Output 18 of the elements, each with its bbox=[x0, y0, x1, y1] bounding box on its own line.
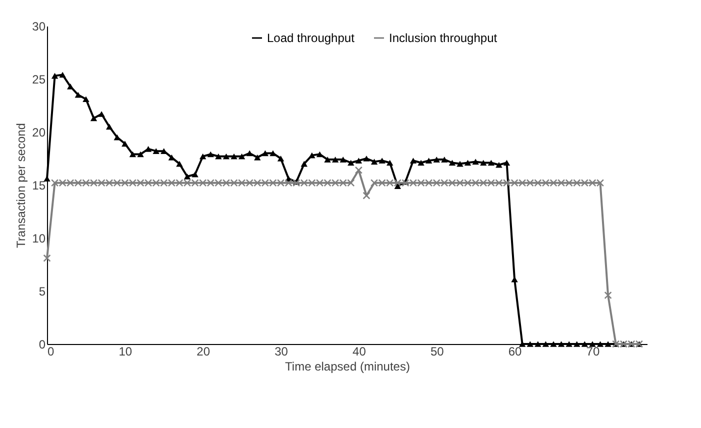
legend-label: Load throughput bbox=[267, 31, 356, 45]
x-tick-label: 40 bbox=[352, 344, 366, 358]
y-tick-label: 15 bbox=[32, 178, 46, 192]
x-axis-title: Time elapsed (minutes) bbox=[285, 360, 410, 374]
y-tick-label: 5 bbox=[38, 284, 46, 298]
y-tick-label: 30 bbox=[32, 20, 46, 34]
y-tick-label: 10 bbox=[32, 232, 46, 246]
x-tick-label: 20 bbox=[196, 344, 210, 358]
x-tick-label: 60 bbox=[508, 344, 522, 358]
y-axis-title: Transaction per second bbox=[14, 123, 28, 248]
legend-label: Inclusion throughput bbox=[389, 31, 498, 45]
x-tick-label: 30 bbox=[274, 344, 288, 358]
x-tick-label: 0 bbox=[48, 344, 54, 358]
y-tick-label: 20 bbox=[32, 126, 46, 140]
x-tick-label: 70 bbox=[586, 344, 600, 358]
x-tick-label: 50 bbox=[430, 344, 444, 358]
y-tick-label: 25 bbox=[32, 72, 46, 86]
x-tick-label: 10 bbox=[118, 344, 132, 358]
